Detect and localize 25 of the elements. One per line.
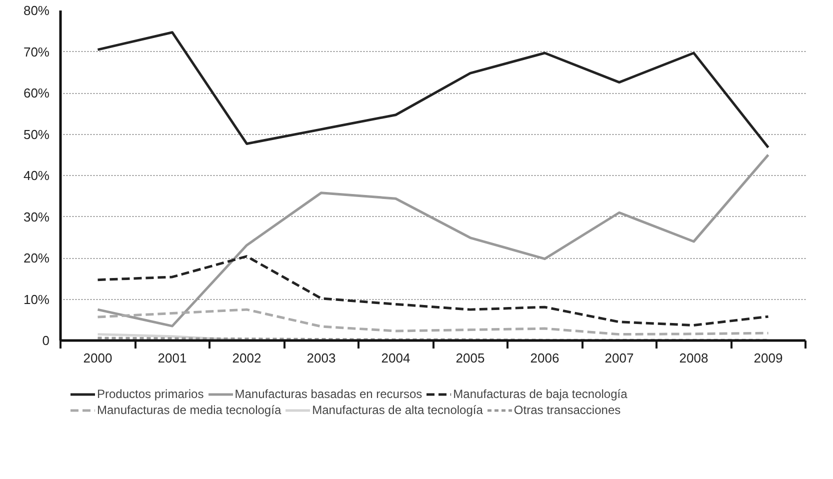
x-tick-label: 2006 [530, 350, 560, 366]
y-tick-label: 30% [23, 209, 50, 224]
x-tick-label: 2000 [83, 350, 112, 366]
legend-label: Otras transacciones [514, 403, 621, 417]
legend-label: Productos primarios [97, 387, 204, 401]
legend-label: Manufacturas de baja tecnología [453, 387, 628, 401]
y-tick-label: 20% [23, 250, 50, 266]
x-tick-label: 2002 [232, 350, 262, 366]
x-tick-label: 2007 [604, 350, 634, 366]
y-tick-label: 40% [23, 168, 50, 183]
x-tick-label: 2008 [679, 350, 708, 366]
x-tick-label: 2004 [381, 350, 410, 366]
x-tick-label: 2001 [158, 350, 187, 366]
y-tick-label: 80% [23, 3, 50, 18]
x-tick-label: 2003 [306, 350, 336, 366]
y-tick-label: 60% [23, 86, 50, 100]
legend-label: Manufacturas basadas en recursos [234, 387, 422, 401]
y-tick-label: 0 [42, 333, 50, 348]
legend-label: Manufacturas de alta tecnología [312, 403, 483, 417]
x-tick-label: 2005 [456, 350, 485, 366]
y-tick-label: 70% [23, 44, 50, 60]
legend-label: Manufacturas de media tecnología [97, 403, 282, 417]
y-tick-label: 10% [23, 292, 50, 307]
x-tick-label: 2009 [754, 350, 783, 366]
y-tick-label: 50% [23, 126, 50, 142]
